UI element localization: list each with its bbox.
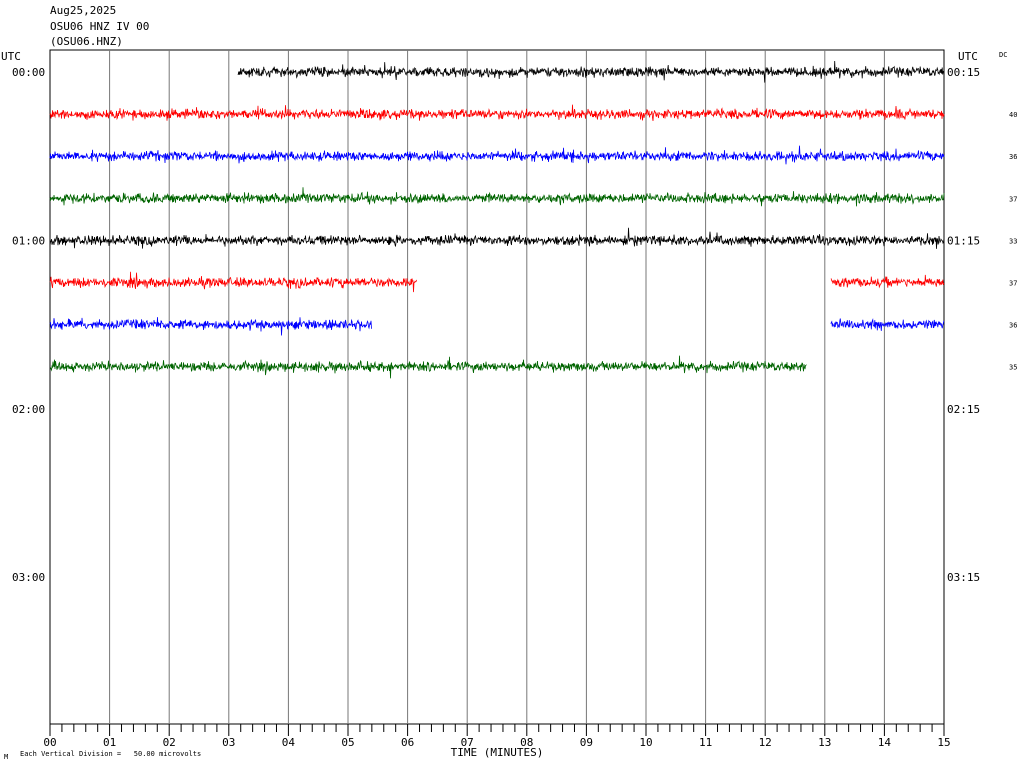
- left-time-label: 03:00: [12, 571, 45, 584]
- dc-offset-label: 36: [1009, 322, 1017, 330]
- left-time-label: 02:00: [12, 403, 45, 416]
- seismic-trace: [830, 274, 945, 289]
- x-tick-label: 15: [937, 736, 950, 749]
- channel-title: OSU06 HNZ IV 00: [50, 20, 150, 33]
- right-time-label: 02:15: [947, 403, 980, 416]
- utc-label-left: UTC: [1, 50, 21, 63]
- record-date: Aug25,2025: [50, 4, 117, 17]
- x-tick-label: 08: [520, 736, 533, 749]
- seismic-trace: [49, 187, 945, 207]
- dc-offset-label: 37: [1009, 195, 1017, 203]
- seismic-trace: [49, 145, 945, 165]
- utc-label-right: UTC: [958, 50, 978, 63]
- x-tick-label: 04: [282, 736, 296, 749]
- left-time-label: 01:00: [12, 234, 45, 247]
- plot-frame: [49, 49, 945, 725]
- x-tick-label: 12: [759, 736, 772, 749]
- scale-note: Each Vertical Division = 50.00 microvolt…: [20, 750, 202, 758]
- seismic-trace: [237, 60, 944, 83]
- seismic-trace: [830, 318, 945, 331]
- dc-header-label: DC: [999, 51, 1007, 59]
- dc-offset-label: 36: [1009, 153, 1017, 161]
- x-tick-label: 02: [163, 736, 176, 749]
- corner-mark: M: [4, 753, 9, 761]
- station-code: (OSU06.HNZ): [50, 35, 123, 48]
- x-tick-label: 00: [43, 736, 56, 749]
- x-tick-label: 11: [699, 736, 712, 749]
- x-tick-label: 07: [461, 736, 474, 749]
- x-tick-label: 10: [639, 736, 652, 749]
- seismic-trace: [49, 317, 372, 336]
- x-axis-title: TIME (MINUTES): [451, 746, 544, 759]
- dc-offset-label: 35: [1009, 364, 1017, 372]
- dc-offset-label: 40: [1009, 111, 1017, 119]
- x-tick-label: 13: [818, 736, 831, 749]
- dc-offset-label: 37: [1009, 280, 1017, 288]
- right-time-label: 00:15: [947, 66, 980, 79]
- right-time-label: 01:15: [947, 234, 980, 247]
- left-time-label: 00:00: [12, 66, 45, 79]
- x-tick-label: 01: [103, 736, 116, 749]
- seismic-trace: [49, 227, 945, 249]
- right-time-label: 03:15: [947, 571, 980, 584]
- x-tick-label: 14: [878, 736, 892, 749]
- x-tick-label: 09: [580, 736, 593, 749]
- x-tick-label: 05: [341, 736, 354, 749]
- x-tick-label: 06: [401, 736, 414, 749]
- dc-offset-label: 33: [1009, 237, 1017, 245]
- x-tick-label: 03: [222, 736, 235, 749]
- seismic-trace: [49, 104, 945, 122]
- seismic-trace: [49, 271, 417, 293]
- seismic-trace: [49, 355, 807, 379]
